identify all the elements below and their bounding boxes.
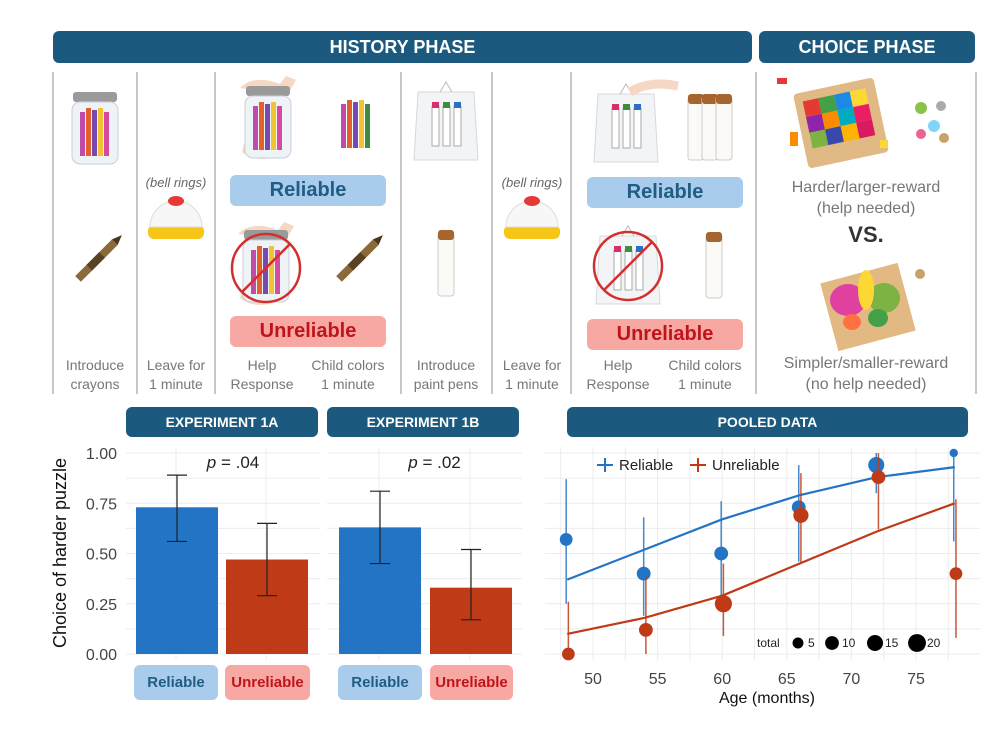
data-point-unreliable bbox=[949, 567, 963, 580]
x-tick-label: 60 bbox=[713, 671, 731, 688]
bell-rings-note: (bell rings) bbox=[145, 175, 207, 190]
data-point-reliable bbox=[714, 546, 729, 561]
legend-label: Reliable bbox=[619, 457, 673, 474]
pooled-data-title: POOLED DATA bbox=[717, 414, 818, 430]
data-point-unreliable bbox=[793, 507, 809, 523]
step-caption: Introduce crayons bbox=[65, 357, 125, 392]
unreliable-condition-label: Unreliable bbox=[587, 319, 743, 350]
divider bbox=[52, 72, 54, 394]
reward-stickers-icon bbox=[915, 101, 949, 143]
p-value-annotation: p = .02 bbox=[407, 453, 460, 472]
x-tick-label: 55 bbox=[649, 671, 667, 688]
y-tick-label: 0.00 bbox=[86, 647, 117, 664]
x-axis-label: Age (months) bbox=[719, 690, 815, 707]
x-tick-label: 70 bbox=[843, 671, 861, 688]
step-caption: Introduce paint pens bbox=[413, 357, 479, 392]
size-legend-label: 15 bbox=[885, 636, 899, 650]
divider bbox=[570, 72, 572, 394]
history-phase-title: HISTORY PHASE bbox=[329, 36, 476, 57]
fit-curve-unreliable bbox=[566, 502, 956, 635]
data-point-unreliable bbox=[871, 470, 886, 485]
divider bbox=[491, 72, 493, 394]
step-caption: Leave for 1 minute bbox=[146, 357, 206, 392]
unreliable-condition-label: Unreliable bbox=[230, 316, 386, 347]
y-tick-label: 0.50 bbox=[86, 547, 117, 564]
size-legend-dot bbox=[866, 634, 884, 652]
y-tick-label: 1.00 bbox=[86, 446, 117, 463]
data-point-unreliable bbox=[714, 595, 732, 613]
step-caption: Help Response bbox=[230, 357, 294, 392]
p-value: = .02 bbox=[418, 453, 461, 472]
data-point-unreliable bbox=[561, 647, 575, 661]
size-legend-title: total bbox=[757, 636, 780, 650]
data-point-reliable bbox=[559, 533, 573, 546]
reliable-condition-label: Reliable bbox=[587, 177, 743, 208]
data-point-reliable bbox=[868, 457, 885, 474]
size-legend-label: 5 bbox=[808, 636, 815, 650]
size-legend-dot bbox=[908, 634, 926, 652]
reliable-x-label: Reliable bbox=[134, 665, 218, 700]
choice-phase-header: CHOICE PHASE bbox=[759, 31, 975, 63]
size-legend-label: 20 bbox=[927, 636, 941, 650]
divider bbox=[975, 72, 977, 394]
step-caption: Leave for 1 minute bbox=[502, 357, 562, 392]
size-legend-label: 10 bbox=[842, 636, 856, 650]
x-tick-label: 75 bbox=[907, 671, 925, 688]
experiment-1a-header: EXPERIMENT 1A bbox=[126, 407, 318, 437]
harder-choice-caption: Harder/larger-reward (help needed) bbox=[791, 179, 941, 217]
history-phase-header: HISTORY PHASE bbox=[53, 31, 752, 63]
legend-label: Unreliable bbox=[712, 457, 780, 474]
divider bbox=[755, 72, 757, 394]
hands-opening-bag-icon bbox=[593, 79, 679, 163]
data-point-unreliable bbox=[638, 622, 653, 637]
pooled-data-header: POOLED DATA bbox=[567, 407, 968, 437]
reliable-x-label: Reliable bbox=[338, 665, 422, 700]
illustrations bbox=[71, 76, 949, 352]
step-caption: Child colors 1 minute bbox=[668, 357, 742, 392]
unreliable-x-label: Unreliable bbox=[225, 665, 310, 700]
experiment-1b-header: EXPERIMENT 1B bbox=[327, 407, 519, 437]
experiment-1a-title: EXPERIMENT 1A bbox=[165, 414, 279, 430]
data-point-reliable bbox=[636, 566, 651, 581]
vs-label: VS. bbox=[848, 222, 884, 247]
y-tick-label: 0.25 bbox=[86, 597, 117, 614]
size-legend-dot bbox=[825, 636, 839, 650]
divider bbox=[136, 72, 138, 394]
choice-phase-title: CHOICE PHASE bbox=[798, 36, 936, 57]
p-value: = .04 bbox=[216, 453, 259, 472]
fit-curve-reliable bbox=[566, 466, 955, 581]
divider bbox=[214, 72, 216, 394]
bell-rings-note: (bell rings) bbox=[501, 175, 563, 190]
reliable-condition-label: Reliable bbox=[230, 175, 386, 206]
step-caption: Child colors 1 minute bbox=[311, 357, 385, 392]
x-tick-label: 50 bbox=[584, 671, 602, 688]
y-tick-label: 0.75 bbox=[86, 496, 117, 513]
y-axis-label: Choice of harder puzzle bbox=[50, 458, 70, 648]
simpler-puzzle-icon bbox=[820, 262, 925, 352]
simpler-choice-caption: Simpler/smaller-reward (no help needed) bbox=[783, 355, 949, 393]
x-tick-label: 65 bbox=[778, 671, 796, 688]
experiment-1b-title: EXPERIMENT 1B bbox=[366, 414, 480, 430]
divider bbox=[400, 72, 402, 394]
p-value-annotation: p = .04 bbox=[206, 453, 259, 472]
harder-puzzle-icon bbox=[777, 78, 889, 168]
p-symbol: p bbox=[206, 453, 216, 472]
size-legend-dot bbox=[792, 637, 804, 649]
unreliable-x-label: Unreliable bbox=[430, 665, 513, 700]
step-caption: Help Response bbox=[586, 357, 650, 392]
p-symbol: p bbox=[407, 453, 417, 472]
data-point-reliable bbox=[949, 448, 958, 458]
